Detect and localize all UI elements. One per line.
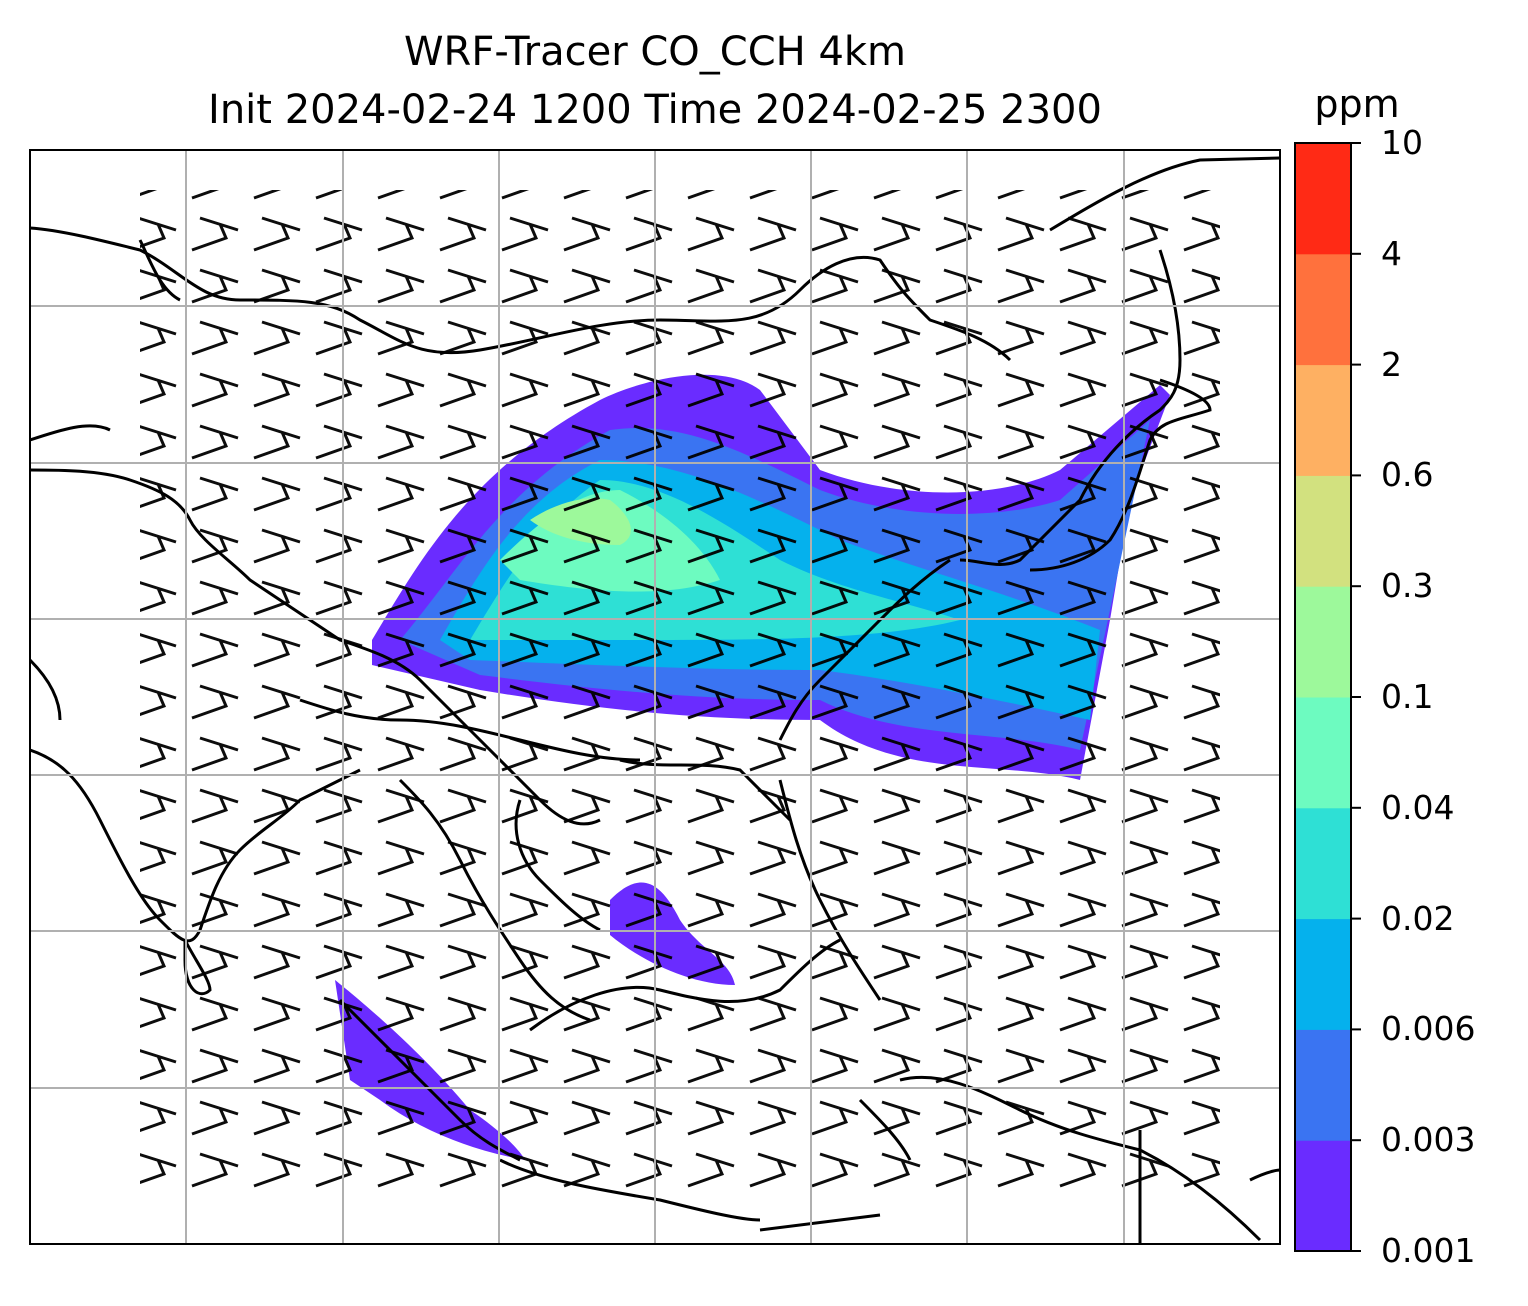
colorbar-segment: [1295, 586, 1351, 698]
colorbar-segment: [1295, 253, 1351, 366]
map-title-line1: WRF-Tracer CO_CCH 4km: [403, 29, 907, 75]
colorbar-tick-label: 2: [1381, 344, 1402, 384]
colorbar-segment: [1295, 1029, 1351, 1141]
colorbar-tick-label: 0.001: [1381, 1231, 1476, 1270]
colorbar-tick-label: 0.6: [1381, 455, 1434, 495]
colorbar-tick-label: 0.003: [1381, 1120, 1476, 1160]
map-title-line2: Init 2024-02-24 1200 Time 2024-02-25 230…: [208, 87, 1102, 133]
colorbar-tick-label: 0.1: [1381, 677, 1434, 716]
wind-barbs: [140, 190, 1220, 1200]
colorbar-ticks: [1351, 142, 1361, 1252]
colorbar-segment: [1295, 475, 1351, 587]
colorbar-tick-label: 10: [1381, 123, 1423, 162]
colorbar-tick-label: 0.02: [1381, 898, 1455, 938]
gridlines: [30, 150, 1280, 1244]
colorbar: [1295, 143, 1351, 1252]
colorbar-tick-label: 0.006: [1381, 1009, 1476, 1049]
map-frame: [29, 149, 1281, 1245]
colorbar-segment: [1295, 918, 1351, 1030]
colorbar-tick-label: 0.3: [1381, 566, 1434, 606]
colorbar-tick-label: 0.04: [1381, 787, 1455, 827]
colorbar-segment: [1295, 364, 1351, 476]
colorbar-segment: [1295, 697, 1351, 809]
colorbar-tick-label: 4: [1381, 233, 1402, 273]
colorbar-segment: [1295, 143, 1351, 255]
colorbar-unit: ppm: [1314, 82, 1400, 126]
colorbar-segment: [1295, 1140, 1351, 1252]
colorbar-segment: [1295, 807, 1351, 920]
